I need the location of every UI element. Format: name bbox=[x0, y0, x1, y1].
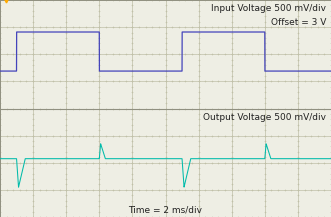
Text: Time = 2 ms/div: Time = 2 ms/div bbox=[128, 206, 203, 215]
Text: Output Voltage 500 mV/div: Output Voltage 500 mV/div bbox=[203, 113, 326, 122]
Text: Input Voltage 500 mV/div: Input Voltage 500 mV/div bbox=[211, 4, 326, 13]
Text: Offset = 3 V: Offset = 3 V bbox=[271, 18, 326, 27]
